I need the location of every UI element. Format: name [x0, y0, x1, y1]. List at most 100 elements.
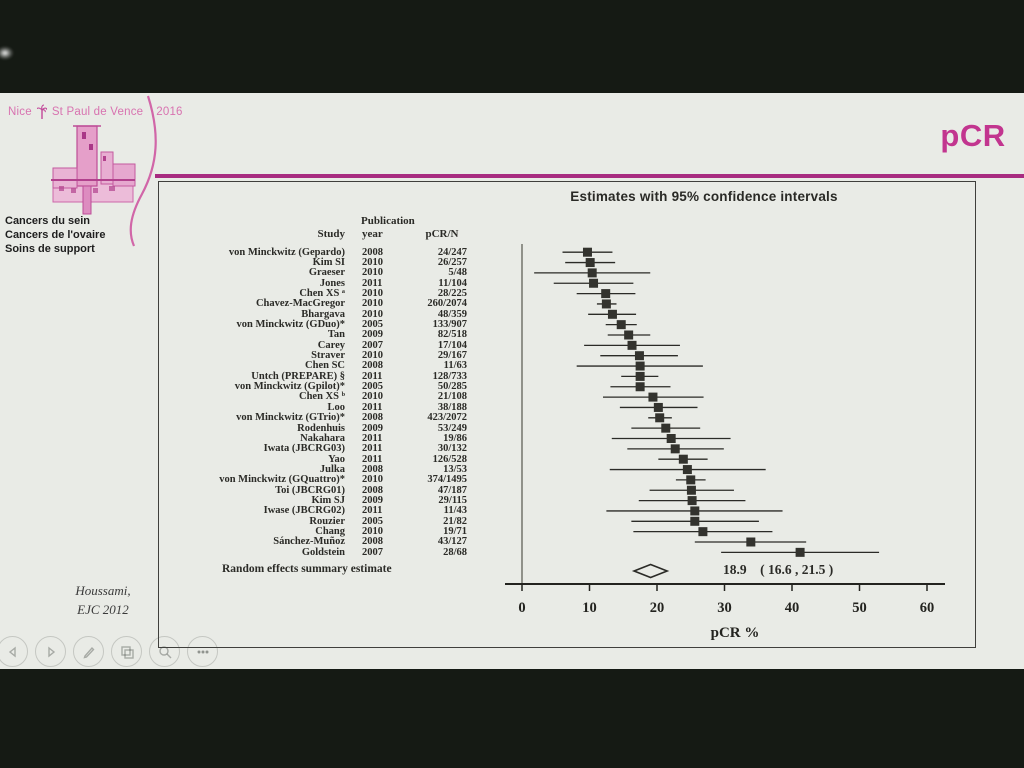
citation-author: Houssami, [75, 583, 131, 598]
study-name: von Minckwitz (GQuattro)* [219, 474, 345, 486]
study-pcr-n: 43/127 [437, 536, 467, 548]
study-year: 2011 [362, 443, 383, 455]
study-year: 2008 [362, 412, 383, 424]
previous-slide-button[interactable] [0, 636, 28, 667]
study-name: Toi (JBCRG01) [275, 484, 345, 496]
citation-source: EJC 2012 [77, 602, 129, 617]
study-name: Loo [327, 401, 345, 413]
study-pcr-n: 47/187 [437, 484, 467, 496]
study-name: Iwata (JBCRG03) [263, 443, 345, 455]
study-row: Toi (JBCRG01) 2008 47/187 [160, 484, 467, 496]
study-year: 2010 [362, 350, 383, 362]
study-year: 2009 [362, 422, 383, 434]
study-pcr-n: 5/48 [448, 267, 467, 279]
topic-item: Cancers du sein [5, 215, 90, 227]
study-pcr-n: 26/257 [437, 257, 467, 269]
study-name: Chavez-MacGregor [255, 298, 345, 310]
summary-estimate-text: 18.9 ( 16.6 , 21.5 ) [723, 562, 834, 577]
study-year: 2010 [362, 267, 383, 279]
summary-label: Random effects summary estimate [222, 563, 392, 575]
point-estimate [624, 330, 634, 340]
study-year: 2011 [362, 277, 383, 289]
point-estimate [653, 402, 663, 412]
point-estimate [616, 320, 626, 330]
study-row: von Minckwitz (Gpilot)* 2005 50/285 [160, 381, 467, 393]
decorative-curve [129, 95, 157, 247]
point-estimate [589, 278, 599, 288]
pen-button[interactable] [73, 636, 104, 667]
study-row: Goldstein 2007 28/68 [160, 546, 467, 558]
point-estimate [795, 547, 805, 557]
x-tick-label: 40 [785, 600, 800, 616]
point-estimate [635, 371, 645, 381]
study-name: von Minckwitz (GDuo)* [236, 319, 346, 331]
study-table: von Minckwitz (Gepardo) 2008 24/247 Kim SI 2… [160, 246, 467, 558]
study-name: Chen SC [305, 360, 345, 372]
point-estimate [582, 247, 592, 257]
study-row: Rouzier 2005 21/82 [160, 515, 467, 527]
study-year: 2008 [362, 246, 383, 258]
study-row: Chen XS ᵃ 2010 28/225 [160, 288, 467, 300]
logo-year: 2016 [156, 106, 183, 118]
column-header-publication: Publication [361, 215, 415, 227]
conference-logo-text: Nice St Paul de Vence 2016 [8, 104, 183, 120]
study-year: 2010 [362, 288, 383, 300]
study-name: von Minckwitz (Gpilot)* [234, 381, 345, 393]
point-estimate [690, 506, 700, 516]
study-row: Bhargava 2010 48/359 [160, 308, 467, 320]
study-name: Julka [319, 463, 345, 475]
study-year: 2010 [362, 391, 383, 403]
study-year: 2011 [362, 453, 383, 465]
study-name: Chen XS ᵇ [299, 391, 345, 403]
ellipsis-icon [196, 649, 209, 654]
zoom-button[interactable] [149, 636, 180, 667]
study-year: 2011 [362, 505, 383, 517]
next-slide-button[interactable] [35, 636, 66, 667]
x-tick-label: 0 [518, 600, 525, 616]
study-year: 2008 [362, 360, 383, 372]
summary-diamond [631, 563, 670, 579]
more-options-button[interactable] [187, 636, 218, 667]
study-name: Goldstein [301, 546, 345, 558]
all-slides-icon [120, 645, 134, 659]
next-arrow-icon [47, 646, 55, 657]
study-name: Bhargava [301, 308, 345, 320]
study-row: Kim SJ 2009 29/115 [160, 495, 467, 506]
study-pcr-n: 24/247 [437, 246, 467, 258]
plot-frame [158, 181, 976, 648]
study-year: 2009 [362, 329, 383, 341]
pen-icon [82, 646, 94, 658]
study-row: Jones 2011 11/104 [160, 277, 467, 289]
study-name: Sánchez-Muñoz [273, 536, 345, 548]
study-pcr-n: 11/63 [443, 360, 467, 372]
study-year: 2010 [362, 298, 383, 310]
study-name: Iwase (JBCRG02) [263, 505, 345, 517]
study-pcr-n: 29/167 [437, 350, 467, 362]
topic-item: Cancers de l'ovaire [5, 229, 106, 241]
study-name: von Minckwitz (GTrio)* [236, 412, 345, 424]
column-header-study: Study [317, 228, 345, 240]
letterbox-top [0, 0, 1024, 93]
all-slides-button[interactable] [111, 636, 142, 667]
study-row: von Minckwitz (GQuattro)* 2010 374/1495 [160, 474, 467, 486]
cursor-glow [0, 46, 14, 60]
point-estimate [746, 537, 756, 547]
x-tick-label: 30 [717, 600, 732, 616]
study-pcr-n: 38/188 [437, 401, 467, 413]
study-year: 2005 [362, 319, 383, 331]
point-estimate [648, 392, 658, 402]
x-axis-title: pCR % [711, 625, 760, 641]
logo-place: St Paul de Vence [51, 106, 144, 118]
study-pcr-n: 19/86 [443, 432, 467, 444]
study-year: 2005 [362, 515, 383, 527]
topic-item: Soins de support [5, 243, 95, 255]
point-estimate [635, 361, 645, 371]
study-pcr-n: 126/528 [432, 453, 467, 465]
study-year: 2007 [362, 546, 383, 558]
study-pcr-n: 11/43 [443, 505, 467, 517]
conference-topics: Cancers du sein Cancers de l'ovaire Soin… [5, 214, 105, 256]
study-year: 2010 [362, 308, 383, 320]
study-row: Julka 2008 13/53 [160, 463, 467, 475]
study-row: Carey 2007 17/104 [160, 340, 467, 351]
